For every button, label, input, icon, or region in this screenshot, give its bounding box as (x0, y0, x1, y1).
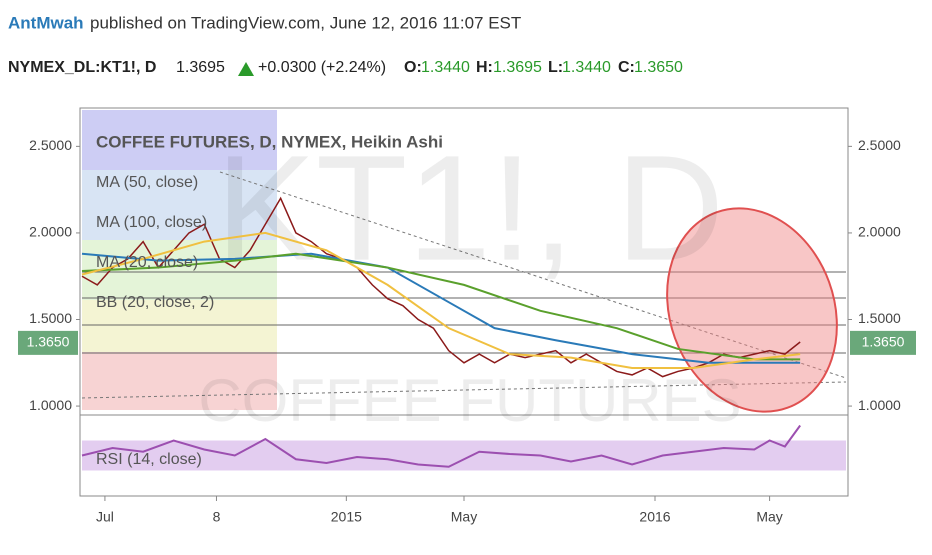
author[interactable]: AntMwah (8, 13, 84, 32)
c: 1.3650 (634, 59, 683, 76)
x-tick-label: 2016 (639, 509, 670, 525)
shade (82, 300, 277, 352)
watermark: COFFEE FUTURES (198, 367, 741, 434)
pane-title: RSI (14, close) (96, 451, 202, 468)
ma-line (81, 252, 801, 364)
x-tick-label: May (756, 509, 782, 525)
ma-line (81, 252, 801, 361)
o: 1.3440 (421, 59, 470, 76)
trend-line (219, 171, 847, 379)
rsi-line (81, 424, 801, 468)
quote-line: NYMEX_DL:KT1!, D 1.3695 +0.0300 (+2.24%)… (8, 59, 683, 76)
price: 1.3695 (176, 59, 225, 76)
y-tick-label: 1.0000 (858, 397, 901, 413)
h-label: H: (476, 59, 493, 76)
published: published on TradingView.com, June 12, 2… (90, 13, 521, 32)
shade (82, 110, 277, 170)
h: 1.3695 (493, 59, 542, 76)
symbol: NYMEX_DL:KT1!, D (8, 59, 156, 76)
x-tick-label: 8 (213, 509, 221, 525)
last-price-label: 1.3650 (27, 334, 70, 350)
trend-line (81, 381, 847, 399)
indicator-label: MA (20, close) (96, 254, 198, 271)
indicator-label: MA (100, close) (96, 214, 207, 231)
up-arrow (238, 62, 254, 76)
o-label: O: (404, 59, 422, 76)
price-line (81, 196, 801, 378)
y-tick-label: 2.5000 (858, 137, 901, 153)
chart-layer: KT1!, D COFFEE FUTURES 1.0000 1.0000 1.5000 1… (18, 124, 916, 525)
l: 1.3440 (562, 59, 611, 76)
y-tick-label: 1.0000 (29, 397, 72, 413)
indicator-label: BB (20, close, 2) (96, 294, 214, 311)
y-tick-label: 1.5000 (29, 310, 72, 326)
l-label: L: (548, 59, 563, 76)
y-tick-label: 2.0000 (858, 224, 901, 240)
watermark: KT1!, D (216, 124, 724, 292)
y-tick-label: 1.5000 (858, 310, 901, 326)
last-price-box (18, 330, 78, 355)
c-label: C: (618, 59, 635, 76)
shade (82, 170, 277, 240)
shade (82, 352, 277, 410)
change: +0.0300 (+2.24%) (258, 59, 386, 76)
y-tick-label: 2.0000 (29, 224, 72, 240)
highlight-circle (666, 207, 838, 413)
x-tick-label: Jul (96, 509, 114, 525)
levels (82, 271, 846, 354)
indicator-label: MA (50, close) (96, 174, 198, 191)
x-tick-label: May (451, 509, 477, 525)
last-price-box (850, 330, 916, 355)
rsi-band (82, 440, 846, 471)
last-price-label: 1.3650 (862, 334, 905, 350)
pane-title: COFFEE FUTURES, D, NYMEX, Heikin Ashi (96, 132, 443, 151)
y-tick-label: 2.5000 (29, 137, 72, 153)
x-tick-label: 2015 (331, 509, 362, 525)
ma-line (81, 231, 801, 369)
